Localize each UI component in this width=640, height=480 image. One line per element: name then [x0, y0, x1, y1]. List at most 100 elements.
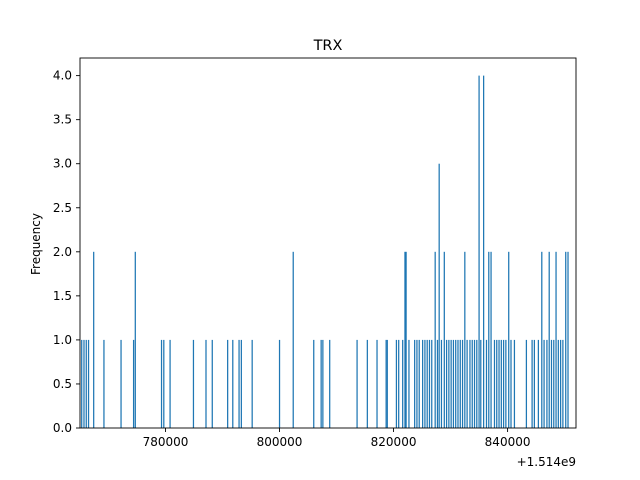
histogram-bar: [496, 339, 498, 428]
x-axis-offset-label: +1.514e9: [517, 455, 576, 469]
histogram-bar: [356, 339, 358, 428]
chart-title: TRX: [313, 38, 343, 54]
histogram-bar: [562, 339, 564, 428]
histogram-bar: [93, 251, 95, 428]
histogram-bar: [416, 339, 418, 428]
histogram-bar: [567, 251, 569, 428]
histogram-bar: [160, 339, 163, 428]
histogram-bar: [531, 339, 533, 428]
histogram-bar: [395, 339, 398, 428]
histogram-bar: [385, 339, 387, 428]
histogram-bar: [488, 251, 490, 428]
y-axis-label: Frequency: [29, 213, 43, 275]
histogram-bar: [525, 339, 528, 428]
histogram-bar: [505, 339, 507, 428]
histogram-bar: [483, 75, 485, 429]
histogram-bar: [502, 339, 505, 428]
histogram-bar: [555, 251, 557, 428]
y-tick-label: 3.0: [53, 157, 72, 171]
x-tick-label: 800000: [257, 435, 303, 449]
histogram-bar: [422, 339, 424, 428]
histogram-bar: [322, 339, 324, 428]
histogram-bar: [508, 251, 510, 428]
histogram-bar: [240, 339, 242, 428]
histogram-bar: [292, 251, 294, 428]
histogram-bar: [418, 339, 420, 428]
histogram-bar: [445, 339, 448, 428]
histogram-bar: [461, 339, 464, 428]
histogram-bar: [457, 339, 459, 428]
y-tick-label: 4.0: [53, 69, 72, 83]
histogram-bar: [329, 339, 331, 428]
histogram-bar: [386, 339, 388, 428]
histogram-bar: [490, 251, 492, 428]
histogram-bar: [227, 339, 229, 428]
histogram-bar: [550, 339, 553, 428]
histogram-bar: [132, 339, 135, 428]
histogram-bar: [402, 339, 404, 428]
histogram-bar: [278, 339, 281, 428]
histogram-bar: [238, 339, 240, 428]
y-tick-label: 0.5: [53, 377, 72, 391]
histogram-bar: [232, 339, 234, 428]
histogram-bar: [541, 251, 543, 428]
histogram-bar: [87, 339, 90, 428]
histogram-bar: [398, 339, 400, 428]
histogram-bar: [440, 339, 443, 428]
histogram-bar: [424, 339, 426, 428]
x-tick-label: 840000: [485, 435, 531, 449]
histogram-bar: [471, 339, 473, 428]
plot-frame: [79, 57, 577, 429]
histogram-bar: [464, 251, 466, 428]
histogram-bar: [493, 339, 496, 428]
histogram-bar: [438, 163, 440, 428]
histogram-bars: [81, 75, 569, 429]
histogram-bar: [366, 339, 368, 428]
histogram-bar: [81, 339, 83, 428]
y-axis: 0.0 0.5 1.0 1.5 2.0 2.5 3.0 3.5 4.0: [53, 69, 80, 435]
histogram-bar: [443, 251, 445, 428]
histogram-bar: [414, 339, 416, 428]
histogram-bar: [205, 339, 207, 428]
histogram-bar: [85, 339, 87, 428]
histogram-bar: [169, 339, 171, 428]
histogram-bar: [251, 339, 253, 428]
y-tick-label: 1.5: [53, 289, 72, 303]
histogram-bar: [320, 339, 322, 428]
histogram-bar: [466, 339, 468, 428]
histogram-bar: [211, 339, 213, 428]
y-tick-label: 2.5: [53, 201, 72, 215]
histogram-bar: [431, 339, 433, 428]
histogram-bar: [546, 339, 548, 428]
histogram-bar: [405, 251, 407, 428]
x-tick-label: 820000: [371, 435, 417, 449]
histogram-bar: [448, 339, 450, 428]
histogram-bar: [404, 251, 406, 428]
histogram-bar: [478, 75, 480, 429]
x-axis: 780000 800000 820000 840000: [143, 428, 531, 449]
histogram-bar: [459, 339, 461, 428]
histogram-bar: [557, 339, 559, 428]
y-tick-label: 0.0: [53, 421, 72, 435]
histogram-bar: [510, 339, 512, 428]
y-tick-label: 1.0: [53, 333, 72, 347]
histogram-bar: [452, 339, 455, 428]
histogram-bar: [450, 339, 452, 428]
histogram-bar: [83, 339, 85, 428]
histogram-bar: [408, 339, 410, 428]
histogram-bar: [455, 339, 457, 428]
histogram-bar: [480, 339, 482, 428]
histogram-bar: [498, 339, 500, 428]
histogram-bar: [513, 339, 516, 428]
histogram-bar: [376, 339, 378, 428]
histogram-bar: [134, 251, 136, 428]
histogram-bar: [313, 339, 315, 428]
y-tick-label: 3.5: [53, 113, 72, 127]
histogram-bar: [559, 339, 562, 428]
histogram-bar: [103, 339, 105, 428]
histogram-bar: [548, 251, 550, 428]
histogram-bar: [469, 339, 471, 428]
histogram-bar: [426, 339, 428, 428]
